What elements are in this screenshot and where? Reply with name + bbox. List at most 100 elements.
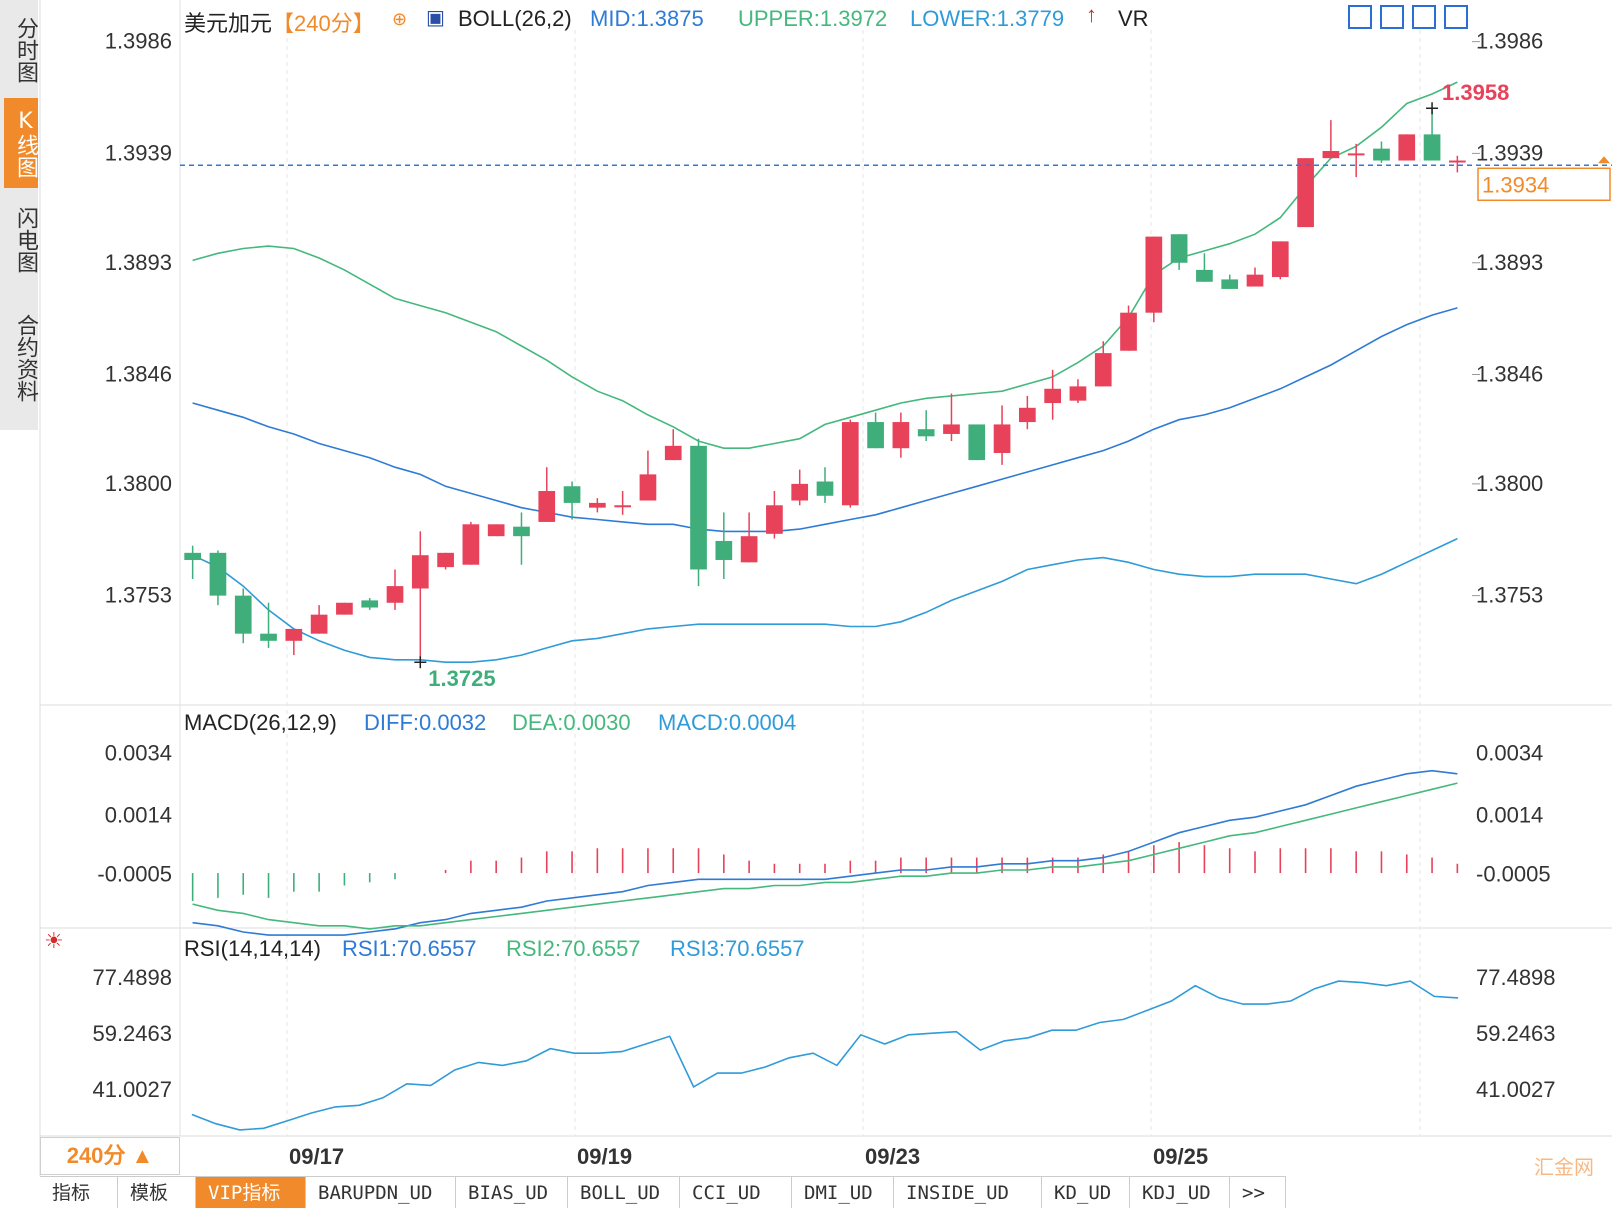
rsi-tick-right-0: 77.4898 bbox=[1476, 965, 1556, 990]
tab-flash-chart[interactable]: 闪电图 bbox=[13, 207, 38, 273]
rsi1-value: RSI1:70.6557 bbox=[342, 936, 477, 961]
candle-body-37 bbox=[1120, 312, 1137, 351]
tab-timeshare[interactable]: 分时图 bbox=[13, 17, 38, 83]
bottom-tabbar: 指标 模板 VIP指标 BARUPDN_UD BIAS_UD BOLL_UD CCI_UD D… bbox=[40, 1176, 1286, 1208]
candle-body-24 bbox=[791, 483, 809, 501]
up-arrow-icon[interactable]: ↑ bbox=[1086, 2, 1097, 27]
candle-body-45 bbox=[1322, 151, 1340, 159]
macd-panel bbox=[191, 769, 1459, 936]
grid-toggle-icon[interactable] bbox=[1380, 5, 1404, 29]
macd-tick-left-2: -0.0005 bbox=[97, 862, 172, 887]
candle-body-7 bbox=[361, 600, 379, 608]
watermark-logo: 汇金网 bbox=[1534, 1157, 1594, 1179]
bottom-tab-8[interactable]: INSIDE_UD bbox=[894, 1176, 1042, 1208]
rsi-line bbox=[191, 980, 1459, 1131]
candle-body-33 bbox=[1019, 407, 1036, 423]
tab-kline[interactable]: K线图 bbox=[4, 98, 38, 188]
candle-body-9 bbox=[411, 555, 429, 589]
boll-name: BOLL(26,2) bbox=[458, 6, 572, 31]
candle-body-28 bbox=[892, 422, 910, 449]
candle-body-42 bbox=[1246, 274, 1264, 287]
bottom-tab-9[interactable]: KD_UD bbox=[1042, 1176, 1130, 1208]
bottom-tab-5[interactable]: BOLL_UD bbox=[568, 1176, 680, 1208]
rsi3-value: RSI3:70.6557 bbox=[670, 936, 805, 961]
step-forward-icon[interactable] bbox=[1412, 5, 1436, 29]
candle-body-22 bbox=[740, 536, 758, 563]
settings-sun-icon[interactable]: ☀ bbox=[44, 928, 64, 953]
price-tick-left-1: 1.3939 bbox=[105, 140, 172, 165]
macd-name: MACD(26,12,9) bbox=[184, 710, 337, 735]
macd-tick-right-2: -0.0005 bbox=[1476, 862, 1551, 887]
candles bbox=[184, 108, 1466, 663]
crosshair-icon[interactable] bbox=[1348, 5, 1372, 29]
low-price-label: 1.3725 bbox=[428, 666, 495, 691]
candle-body-23 bbox=[766, 505, 783, 534]
candle-body-35 bbox=[1069, 386, 1087, 401]
candle-body-44 bbox=[1297, 158, 1314, 228]
x-tick-3: 09/25 bbox=[1153, 1144, 1208, 1169]
grid bbox=[39, 0, 1612, 1176]
macd-diff-line bbox=[192, 769, 1458, 936]
boll-mid: MID:1.3875 bbox=[590, 6, 704, 31]
tab-contract-info[interactable]: 合约资料 bbox=[13, 314, 38, 402]
candle-body-6 bbox=[336, 602, 353, 615]
candle-body-21 bbox=[715, 540, 733, 560]
price-tick-left-2: 1.3893 bbox=[105, 250, 172, 275]
candle-body-18 bbox=[639, 474, 657, 501]
price-tick-right-0: 1.3986 bbox=[1476, 29, 1543, 54]
bottom-tab-3[interactable]: BARUPDN_UD bbox=[306, 1176, 456, 1208]
candle-body-11 bbox=[462, 524, 480, 565]
macd-dea: DEA:0.0030 bbox=[512, 710, 631, 735]
macd-tick-left-1: 0.0014 bbox=[105, 803, 172, 828]
candle-body-32 bbox=[993, 424, 1011, 453]
candle-body-10 bbox=[437, 552, 454, 568]
candle-body-29 bbox=[917, 429, 935, 437]
period-label[interactable]: 【240分】 bbox=[272, 11, 375, 36]
price-tick-right-4: 1.3800 bbox=[1476, 471, 1543, 496]
boll-lower-line bbox=[192, 537, 1458, 664]
candle-body-43 bbox=[1271, 241, 1289, 278]
candle-body-19 bbox=[664, 445, 682, 461]
macd-dea-line bbox=[192, 782, 1458, 930]
candle-body-20 bbox=[690, 445, 707, 570]
macd-diff: DIFF:0.0032 bbox=[364, 710, 487, 735]
sidebar: 分时图 K线图 闪电图 合约资料 bbox=[0, 0, 38, 430]
candle-body-27 bbox=[867, 422, 884, 449]
bottom-tab-1[interactable]: 模板 bbox=[118, 1176, 196, 1208]
rsi-tick-right-1: 59.2463 bbox=[1476, 1021, 1556, 1046]
rsi-name: RSI(14,14,14) bbox=[184, 936, 321, 961]
x-tick-2: 09/23 bbox=[865, 1144, 920, 1169]
bottom-tab-2[interactable]: VIP指标 bbox=[196, 1176, 306, 1208]
candle-body-34 bbox=[1044, 388, 1061, 404]
boll-mid-line bbox=[192, 307, 1458, 533]
vr-label[interactable]: VR bbox=[1118, 6, 1149, 31]
price-tick-right-3: 1.3846 bbox=[1476, 362, 1543, 387]
candle-body-46 bbox=[1347, 153, 1365, 156]
bottom-tab-4[interactable]: BIAS_UD bbox=[456, 1176, 568, 1208]
x-tick-1: 09/19 bbox=[577, 1144, 632, 1169]
timeframe-select[interactable]: 240分 ▲ bbox=[40, 1137, 180, 1175]
jump-end-icon[interactable] bbox=[1444, 5, 1468, 29]
low-marker bbox=[414, 656, 427, 669]
candle-body-4 bbox=[285, 628, 303, 641]
candle-body-1 bbox=[209, 552, 227, 596]
candle-body-47 bbox=[1373, 148, 1390, 161]
candle-body-30 bbox=[943, 424, 960, 434]
candle-body-15 bbox=[563, 486, 581, 503]
price-tick-right-1: 1.3939 bbox=[1476, 140, 1543, 165]
bottom-tab-6[interactable]: CCI_UD bbox=[680, 1176, 792, 1208]
indicator-chart-icon[interactable]: ▣ bbox=[426, 7, 445, 29]
circle-plus-icon[interactable]: ⊕ bbox=[392, 9, 408, 29]
bottom-tab-11[interactable]: >> bbox=[1230, 1176, 1286, 1208]
candle-body-14 bbox=[538, 491, 556, 522]
price-tick-left-3: 1.3846 bbox=[105, 362, 172, 387]
candle-body-25 bbox=[816, 481, 834, 496]
bottom-tab-10[interactable]: KDJ_UD bbox=[1130, 1176, 1230, 1208]
macd-tick-left-0: 0.0034 bbox=[105, 741, 172, 766]
rsi-tick-left-1: 59.2463 bbox=[92, 1021, 172, 1046]
candle-body-50 bbox=[1449, 160, 1466, 163]
bottom-tab-7[interactable]: DMI_UD bbox=[792, 1176, 894, 1208]
candle-body-39 bbox=[1170, 234, 1188, 263]
bottom-tab-0[interactable]: 指标 bbox=[40, 1176, 118, 1208]
